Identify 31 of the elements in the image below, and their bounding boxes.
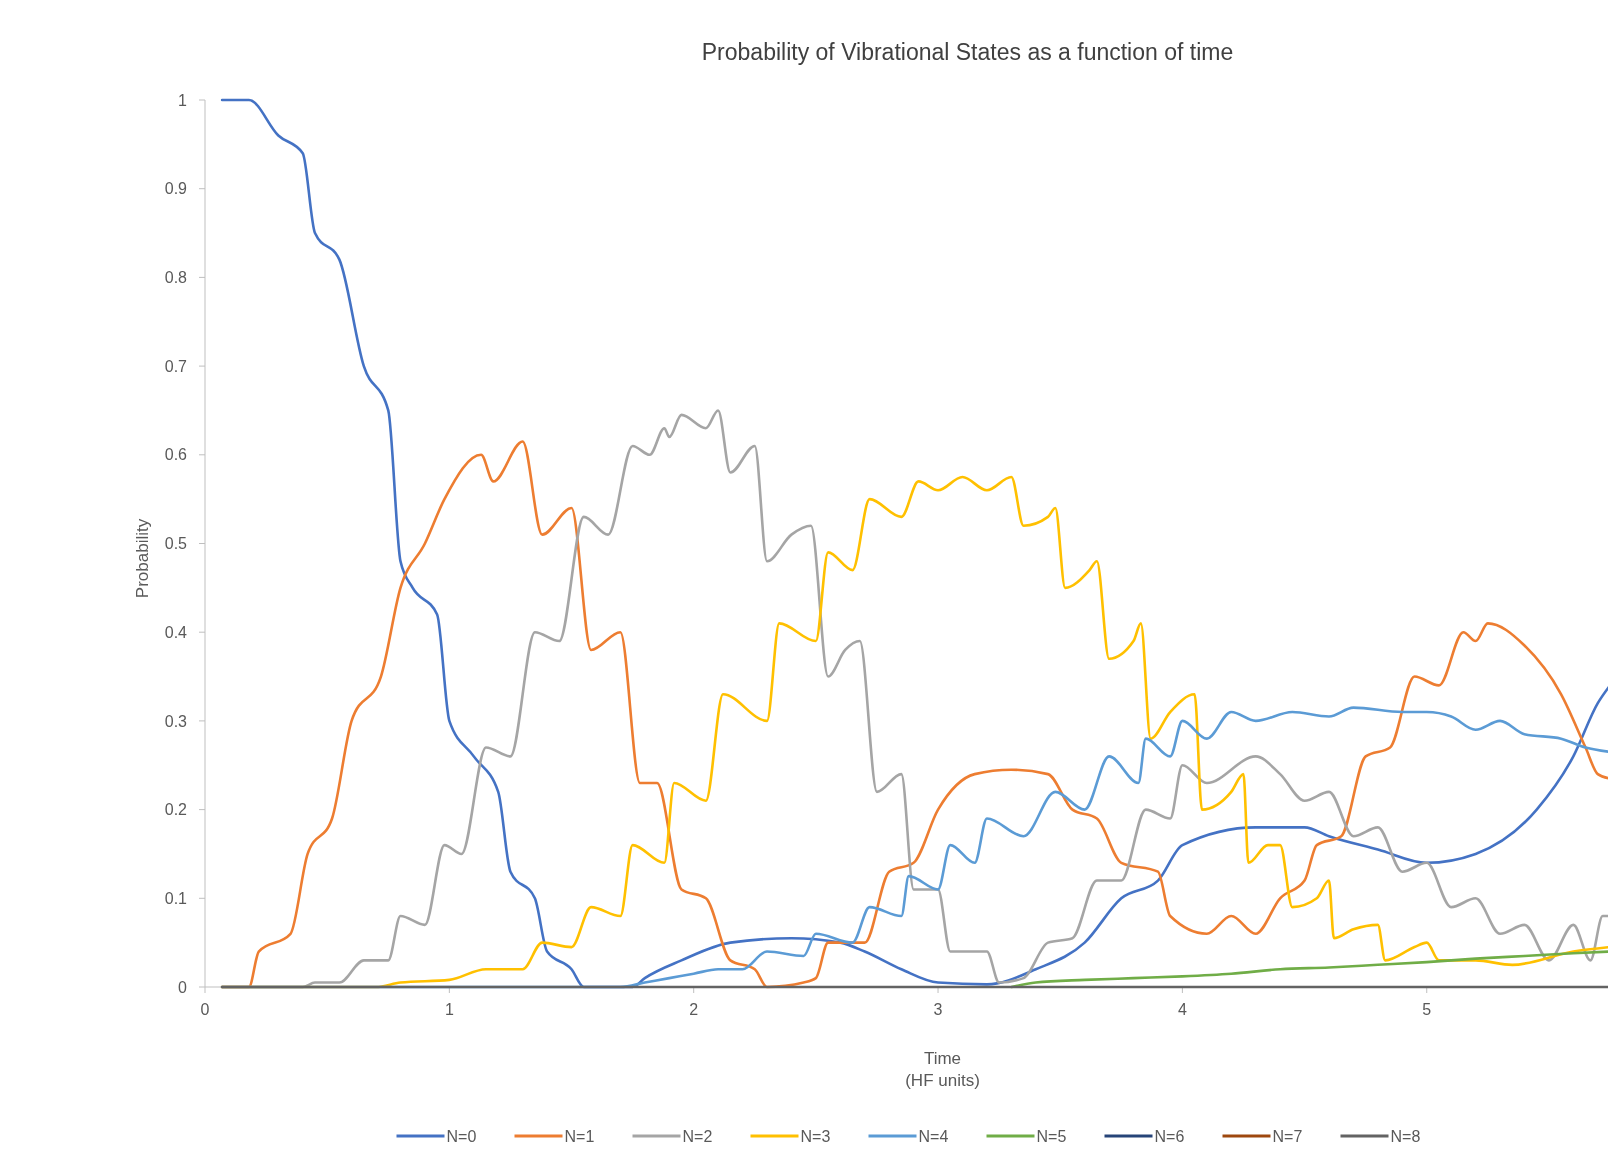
y-tick-label: 1 [178, 91, 188, 109]
y-tick-label: 0.3 [164, 712, 188, 730]
legend-label: N=1 [564, 1127, 595, 1145]
x-tick-label: 4 [1177, 1001, 1187, 1018]
x-tick-label: 1 [444, 1001, 454, 1018]
legend-label: N=8 [1390, 1127, 1421, 1145]
chart-title: Probability of Vibrational States as a function of time [701, 39, 1234, 65]
x-tick-label: 3 [933, 1001, 943, 1018]
y-tick-label: 0.4 [164, 623, 188, 641]
y-axis-title: Probability [133, 518, 152, 599]
legend-label: N=6 [1154, 1127, 1185, 1145]
y-tick-label: 0.7 [164, 357, 188, 375]
legend-label: N=5 [1036, 1127, 1067, 1145]
legend-label: N=2 [682, 1127, 713, 1145]
y-tick-label: 0.9 [164, 180, 188, 198]
line-series [1010, 950, 1608, 989]
y-tick-label: 0.8 [164, 269, 188, 286]
y-tick-label: 0.1 [164, 889, 188, 907]
legend-label: N=0 [446, 1127, 477, 1145]
x-tick-label: 2 [689, 1001, 699, 1018]
legend-label: N=4 [918, 1127, 949, 1145]
y-tick-label: 0 [178, 978, 188, 996]
y-tick-label: 0.2 [164, 801, 188, 819]
y-tick-label: 0.6 [164, 446, 188, 464]
x-tick-label: 0 [200, 1001, 210, 1018]
legend-label: N=7 [1272, 1127, 1303, 1145]
line-series [220, 98, 1608, 989]
x-tick-label: 5 [1422, 1001, 1432, 1018]
legend-label: N=3 [800, 1127, 831, 1145]
y-tick-label: 0.5 [164, 535, 188, 553]
x-axis-title: Time (HF units) [905, 1049, 980, 1090]
